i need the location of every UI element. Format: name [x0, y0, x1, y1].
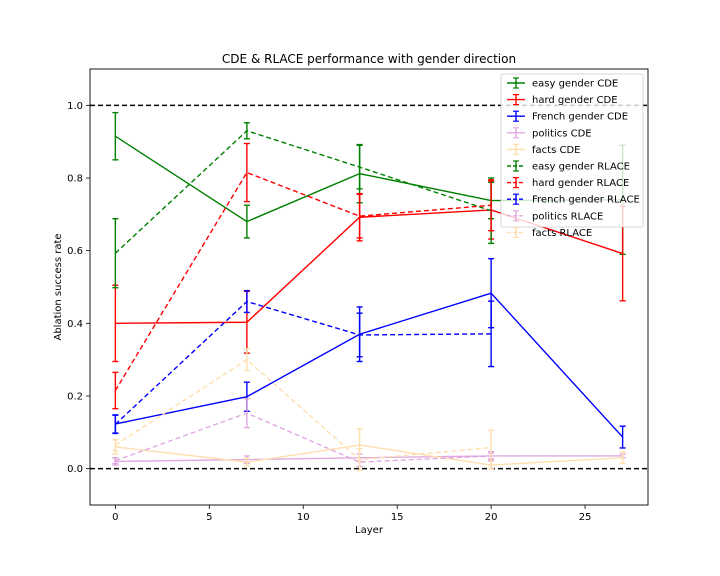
- legend-label: French gender CDE: [532, 112, 628, 123]
- legend-item: [507, 210, 525, 222]
- legend-label: facts CDE: [532, 145, 580, 156]
- series-line: [115, 412, 492, 463]
- series-line: [114, 358, 492, 461]
- legend-label: politics CDE: [532, 128, 592, 139]
- legend-item: [507, 193, 525, 205]
- x-tick-label: 25: [579, 512, 592, 523]
- legend-item: [507, 226, 525, 238]
- series-5: [112, 122, 495, 289]
- y-tick-label: 0.6: [67, 246, 83, 257]
- series-2: [112, 257, 626, 449]
- series-line: [114, 171, 492, 391]
- x-axis-label: Layer: [355, 525, 384, 536]
- series-7: [112, 289, 495, 435]
- legend-box: [500, 73, 644, 228]
- x-tick-label: 15: [391, 512, 404, 523]
- legend-item: [507, 110, 525, 122]
- legend-label: facts RLACE: [532, 228, 592, 239]
- x-tick-label: 10: [297, 512, 310, 523]
- plot-frame: [89, 68, 649, 506]
- series-line: [115, 292, 624, 438]
- y-tick-label: 0.2: [67, 392, 83, 403]
- series-line: [114, 129, 492, 254]
- x-tick-label: 20: [485, 512, 498, 523]
- legend-item: [507, 177, 525, 189]
- y-axis-label: Ablation success rate: [53, 233, 64, 340]
- x-tick-label: 5: [206, 512, 212, 523]
- y-axis: 0.0 0.2 0.4 0.6 0.8 1.0: [67, 101, 90, 475]
- legend-item: [507, 93, 525, 106]
- legend-item: [507, 77, 525, 89]
- legend: easy gender CDE hard gender CDE French gen…: [500, 73, 644, 239]
- series-line: [114, 300, 492, 425]
- series-9: [112, 348, 495, 472]
- legend-label: easy gender RLACE: [532, 162, 630, 173]
- chart-title: CDE & RLACE performance with gender dire…: [222, 52, 516, 66]
- legend-label: hard gender RLACE: [532, 178, 629, 189]
- legend-label: hard gender CDE: [532, 95, 618, 106]
- legend-label: French gender RLACE: [532, 195, 640, 206]
- y-tick-label: 0.8: [67, 174, 83, 185]
- legend-item: [507, 160, 525, 172]
- legend-label: politics RLACE: [532, 211, 603, 222]
- legend-item: [507, 127, 525, 139]
- y-tick-label: 0.4: [67, 319, 83, 330]
- series-6: [112, 142, 495, 410]
- legend-label: easy gender CDE: [532, 79, 618, 90]
- y-tick-label: 0.0: [67, 464, 83, 475]
- x-tick-label: 0: [112, 512, 118, 523]
- x-axis: 0 5 10 15 20 25: [112, 505, 591, 523]
- y-tick-label: 1.0: [67, 101, 83, 112]
- series-4: [112, 428, 626, 470]
- legend-item: [507, 143, 525, 155]
